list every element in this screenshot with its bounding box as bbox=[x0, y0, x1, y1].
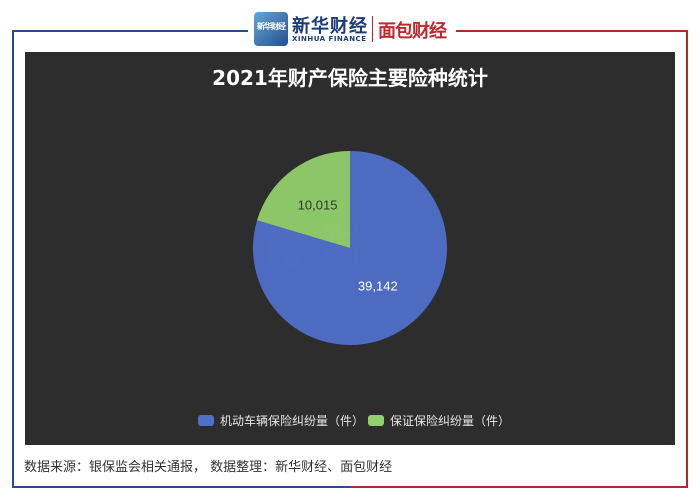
chart-title: 2021年财产保险主要险种统计 bbox=[212, 66, 488, 90]
brand-xinhua-en: XINHUA FINANCE bbox=[292, 35, 367, 43]
pie-slice bbox=[257, 151, 350, 248]
xinhua-logo-icon: 新华财经 bbox=[254, 12, 288, 46]
logo-box-text: 新华财经 bbox=[257, 22, 286, 31]
frame-line bbox=[350, 486, 688, 488]
frame-line bbox=[12, 30, 14, 488]
legend-label: 机动车辆保险纠纷量（件） bbox=[220, 413, 364, 428]
data-label: 10,015 bbox=[298, 197, 338, 212]
frame-line bbox=[12, 486, 350, 488]
brand-mianbao: 面包财经 bbox=[378, 21, 447, 42]
frame-line bbox=[686, 30, 688, 488]
legend-label: 保证保险纠纷量（件） bbox=[390, 413, 510, 428]
brand-divider bbox=[372, 16, 373, 42]
data-label: 39,142 bbox=[358, 278, 398, 293]
brand-header: 新华财经 新华财经 XINHUA FINANCE 面包财经 bbox=[250, 10, 454, 50]
brand-xinhua: 新华财经 bbox=[292, 16, 368, 37]
legend-swatch bbox=[368, 415, 384, 426]
frame-line bbox=[456, 30, 688, 32]
source-note: 数据来源：银保监会相关通报， 数据整理：新华财经、面包财经 bbox=[24, 460, 393, 475]
frame-line bbox=[12, 30, 248, 32]
legend-swatch bbox=[198, 415, 214, 426]
